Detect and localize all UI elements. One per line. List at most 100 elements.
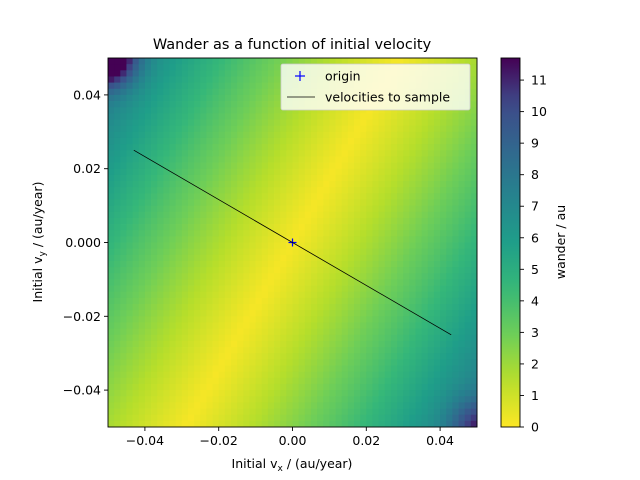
heatmap-cell [403,383,410,391]
heatmap-cell [440,254,447,262]
heatmap-cell [194,137,201,145]
heatmap-cell [329,224,336,231]
heatmap-cell [310,156,318,163]
heatmap-cell [409,144,416,151]
heatmap-cell [335,310,343,317]
heatmap-cell [108,340,115,348]
heatmap-cell [323,279,330,286]
heatmap-cell [446,291,453,299]
heatmap-cell [446,217,453,225]
heatmap-cell [237,353,244,360]
heatmap-cell [187,119,195,127]
heatmap-cell [360,168,367,176]
heatmap-cell [440,347,447,354]
heatmap-cell [421,334,429,342]
heatmap-cell [261,328,269,336]
heatmap-cell [261,408,269,416]
heatmap-cell [304,205,312,213]
heatmap-cell [255,205,263,213]
heatmap-cell [212,217,220,225]
heatmap-cell [341,137,349,145]
heatmap-cell [206,88,213,96]
heatmap-cell [163,260,170,268]
heatmap-cell [421,236,429,243]
heatmap-cell [169,199,177,206]
heatmap-cell [470,316,478,323]
heatmap-cell [403,162,410,170]
heatmap-cell [341,205,349,213]
heatmap-cell [224,58,232,65]
heatmap-cell [187,377,195,385]
heatmap-cell [366,316,373,323]
heatmap-cell [458,131,466,139]
heatmap-cell [347,150,355,157]
heatmap-cell [249,310,256,317]
heatmap-cell [390,322,398,329]
heatmap-cell [470,156,478,163]
heatmap-cell [144,371,152,379]
heatmap-cell [366,377,373,385]
heatmap-cell [218,82,226,90]
heatmap-cell [341,377,349,385]
heatmap-cell [194,162,201,170]
heatmap-cell [157,230,164,237]
heatmap-cell [181,64,189,71]
heatmap-cell [200,371,207,379]
heatmap-cell [206,328,213,336]
heatmap-cell [378,267,386,274]
heatmap-cell [354,340,361,348]
heatmap-cell [360,297,367,305]
heatmap-cell [390,316,398,323]
heatmap-cell [427,236,435,243]
heatmap-cell [169,365,177,373]
heatmap-cell [360,248,367,256]
heatmap-cell [169,205,177,213]
heatmap-cell [354,131,361,139]
heatmap-cell [360,414,367,422]
heatmap-cell [114,414,121,422]
heatmap-cell [267,205,275,213]
heatmap-cell [126,260,133,268]
heatmap-cell [163,224,170,231]
heatmap-cell [175,224,183,231]
heatmap-cell [421,359,429,366]
heatmap-cell [421,113,429,120]
heatmap-cell [317,242,324,250]
heatmap-cell [323,285,330,293]
heatmap-cell [286,107,293,114]
heatmap-cell [323,334,330,342]
heatmap-cell [397,162,404,170]
heatmap-cell [280,107,287,114]
heatmap-cell [397,267,404,274]
heatmap-cell [304,150,312,157]
heatmap-cell [126,187,133,194]
heatmap-cell [132,322,140,329]
heatmap-cell [231,168,238,176]
heatmap-cell [194,94,201,102]
heatmap-cell [341,211,349,219]
heatmap-cell [378,365,386,373]
heatmap-cell [354,414,361,422]
heatmap-cell [194,304,201,311]
heatmap-cell [458,205,466,213]
heatmap-cell [366,137,373,145]
heatmap-cell [347,408,355,416]
heatmap-cell [261,285,269,293]
heatmap-cell [323,297,330,305]
heatmap-cell [470,310,478,317]
heatmap-cell [397,396,404,403]
heatmap-cell [446,58,453,65]
heatmap-cell [212,230,220,237]
heatmap-cell [212,371,220,379]
heatmap-cell [169,279,177,286]
heatmap-cell [458,230,466,237]
heatmap-cell [181,414,189,422]
heatmap-cell [347,224,355,231]
heatmap-cell [249,359,256,366]
heatmap-cell [304,211,312,219]
heatmap-cell [310,377,318,385]
heatmap-cell [390,285,398,293]
heatmap-cell [372,58,379,65]
heatmap-cell [231,260,238,268]
heatmap-cell [187,199,195,206]
